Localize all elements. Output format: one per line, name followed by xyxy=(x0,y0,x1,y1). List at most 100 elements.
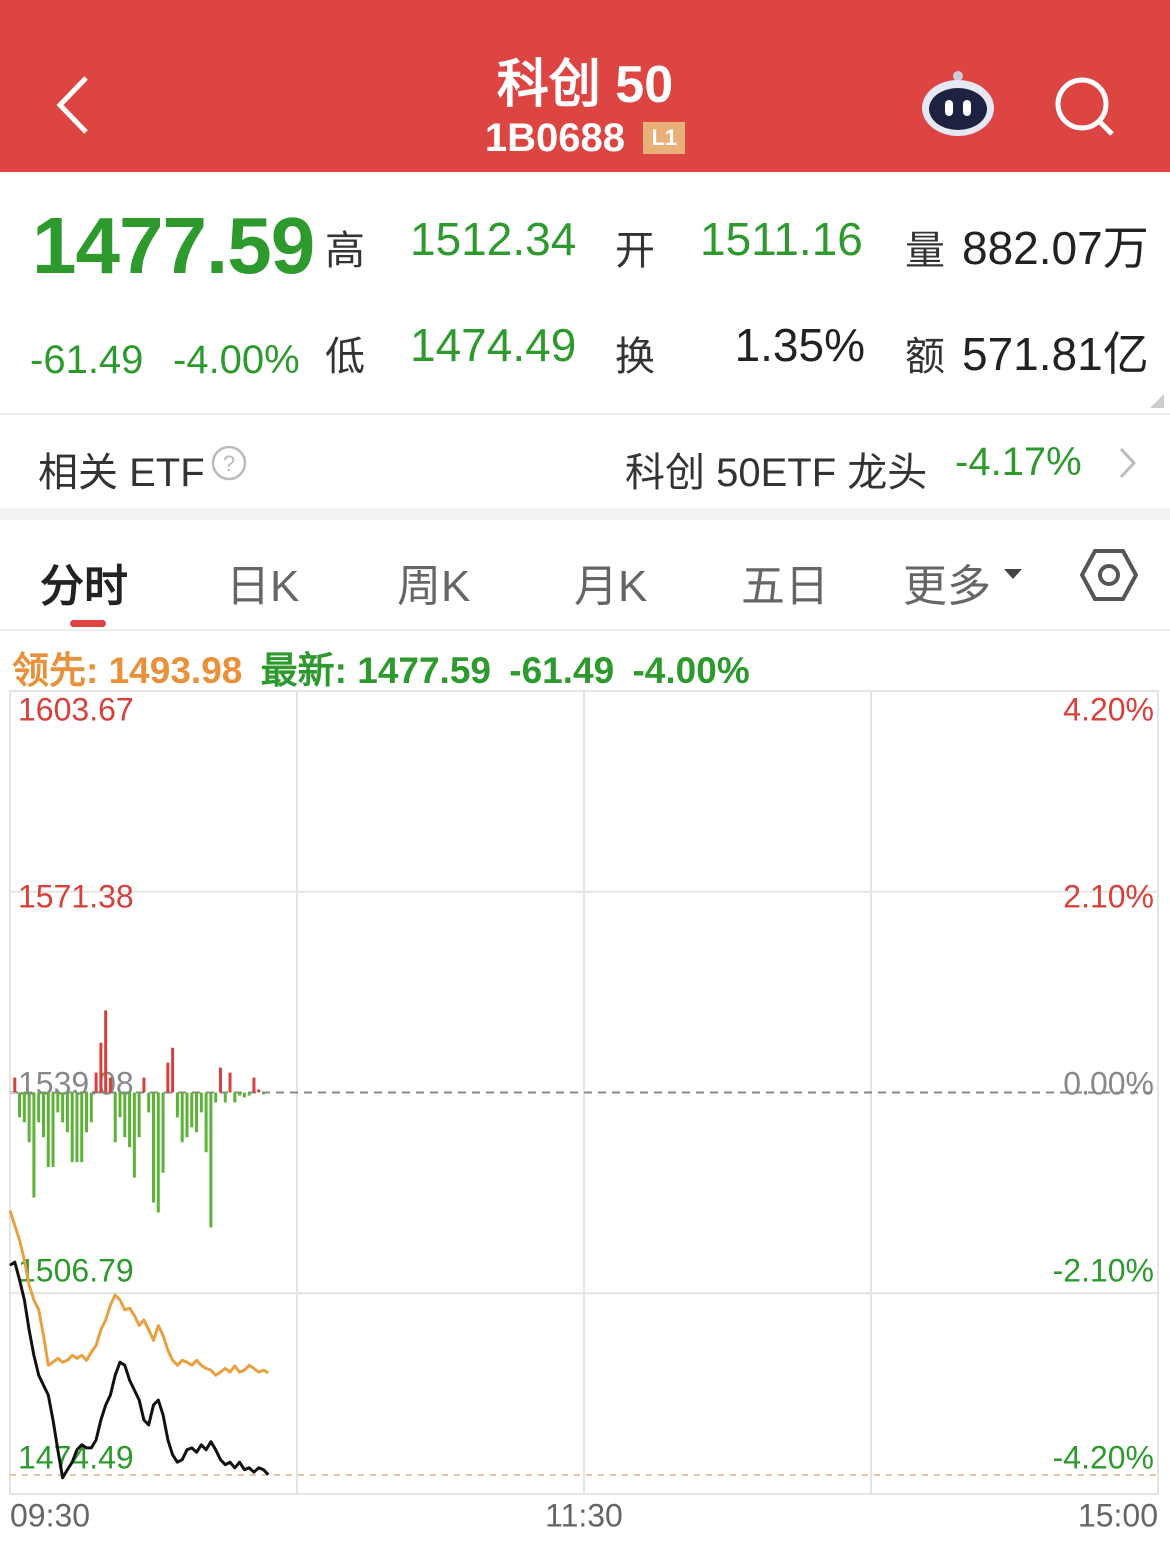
stat-value: 1512.34 xyxy=(410,213,577,265)
last-value: 1477.59 xyxy=(357,650,491,691)
change-bar xyxy=(218,1067,222,1093)
change-bar xyxy=(75,1092,79,1163)
change-bar xyxy=(51,1092,55,1168)
tab[interactable]: 五日 xyxy=(741,562,829,611)
stat-value: 571.81亿 xyxy=(962,328,1149,380)
change-bar xyxy=(18,1092,22,1118)
back-button[interactable] xyxy=(50,72,100,138)
tab[interactable]: 更多 xyxy=(903,562,991,611)
change-bar xyxy=(123,1092,127,1138)
help-icon[interactable]: ? xyxy=(210,444,248,482)
tab-indicator xyxy=(70,620,106,627)
tab[interactable]: 周K xyxy=(397,562,471,611)
change-bar xyxy=(22,1092,26,1123)
y2-tick-label: 0.00% xyxy=(1063,1065,1154,1101)
change-bar xyxy=(70,1092,74,1163)
change-bar xyxy=(104,1010,108,1093)
change-bar xyxy=(56,1092,60,1113)
code-row: 1B0688 L1 xyxy=(0,116,1170,161)
y2-tick-label: 2.10% xyxy=(1063,878,1154,914)
lead-label: 领先: xyxy=(12,650,99,691)
change-bar xyxy=(209,1092,213,1228)
change: -61.49 xyxy=(30,338,144,382)
lead-value: 1493.98 xyxy=(108,650,243,691)
change-bar xyxy=(175,1092,179,1118)
y2-tick-label: -4.20% xyxy=(1053,1439,1154,1475)
stat-value: 882.07万 xyxy=(962,222,1149,274)
change-pct: -4.00% xyxy=(173,338,300,382)
stat-label: 额 xyxy=(905,335,945,379)
code: 1B0688 xyxy=(484,116,625,160)
change-bar xyxy=(242,1092,246,1098)
etf-label: 相关 ETF xyxy=(38,451,205,495)
tab[interactable]: 月K xyxy=(574,562,648,611)
last-label: 最新: xyxy=(260,650,347,691)
change-bar xyxy=(204,1092,208,1153)
svg-text:?: ? xyxy=(223,451,235,476)
change-bar xyxy=(61,1092,65,1123)
stat-label: 开 xyxy=(615,229,655,273)
change-bar xyxy=(156,1092,160,1213)
stat-value: 1.35% xyxy=(734,319,865,371)
badge: L1 xyxy=(643,122,686,154)
change-bar xyxy=(233,1092,237,1103)
price: 1477.59 xyxy=(32,201,315,290)
change-bar xyxy=(65,1092,69,1133)
change-bar xyxy=(113,1092,117,1143)
stat-value: 1474.49 xyxy=(410,319,577,371)
change-bar xyxy=(214,1092,218,1103)
dropdown-arrow xyxy=(1004,569,1022,579)
y-tick-label: 1603.67 xyxy=(18,691,134,727)
change-bar xyxy=(257,1089,261,1093)
settings-icon[interactable] xyxy=(1080,548,1138,602)
y2-tick-label: -2.10% xyxy=(1053,1252,1154,1288)
change-bar xyxy=(85,1092,89,1133)
y2-tick-label: 4.20% xyxy=(1063,691,1154,727)
tab[interactable]: 日K xyxy=(226,562,300,611)
title: 科创 50 xyxy=(496,56,674,114)
change-bar xyxy=(161,1092,165,1173)
change-bar xyxy=(252,1077,256,1093)
change-bar xyxy=(223,1092,227,1103)
change-bar xyxy=(228,1072,232,1093)
y-tick-label: 1474.49 xyxy=(18,1439,134,1475)
stat-value: 1511.16 xyxy=(700,213,863,265)
y-tick-label: 1506.79 xyxy=(18,1252,134,1288)
change-bar xyxy=(41,1092,45,1138)
change-bar xyxy=(118,1092,122,1118)
change-bar xyxy=(171,1047,175,1093)
change-bar xyxy=(89,1092,93,1123)
change-bar xyxy=(185,1092,189,1138)
header: 科创 50 1B0688 L1 xyxy=(0,0,1170,172)
change-bar xyxy=(137,1092,141,1138)
divider xyxy=(0,413,1170,415)
divider xyxy=(0,629,1170,631)
etf-change: -4.17% xyxy=(955,440,1082,484)
search-icon[interactable] xyxy=(1052,74,1118,140)
y-tick-label: 1571.38 xyxy=(18,878,134,914)
change-bar xyxy=(13,1077,17,1093)
x-tick-label: 09:30 xyxy=(10,1497,90,1533)
change-bar xyxy=(32,1092,36,1198)
etf-name[interactable]: 科创 50ETF 龙头 xyxy=(625,451,928,495)
tab[interactable]: 分时 xyxy=(40,562,128,611)
change-bar xyxy=(195,1092,199,1133)
change-bar xyxy=(94,1072,98,1093)
change-bar xyxy=(46,1092,50,1168)
price-line xyxy=(8,1210,270,1377)
last-pct: -4.00% xyxy=(632,650,750,691)
change-bar xyxy=(166,1062,170,1093)
stat-label: 高 xyxy=(325,229,365,273)
stat-label: 低 xyxy=(325,335,365,379)
change-bar xyxy=(99,1042,103,1093)
stat-label: 换 xyxy=(615,335,655,379)
stat-label: 量 xyxy=(905,229,945,273)
change-bar xyxy=(238,1092,242,1096)
change-bar xyxy=(247,1092,251,1096)
x-tick-label: 15:00 xyxy=(1078,1497,1158,1533)
robot-icon[interactable] xyxy=(918,68,998,140)
chevron[interactable] xyxy=(1116,444,1140,482)
expand-corner[interactable] xyxy=(1146,392,1166,410)
